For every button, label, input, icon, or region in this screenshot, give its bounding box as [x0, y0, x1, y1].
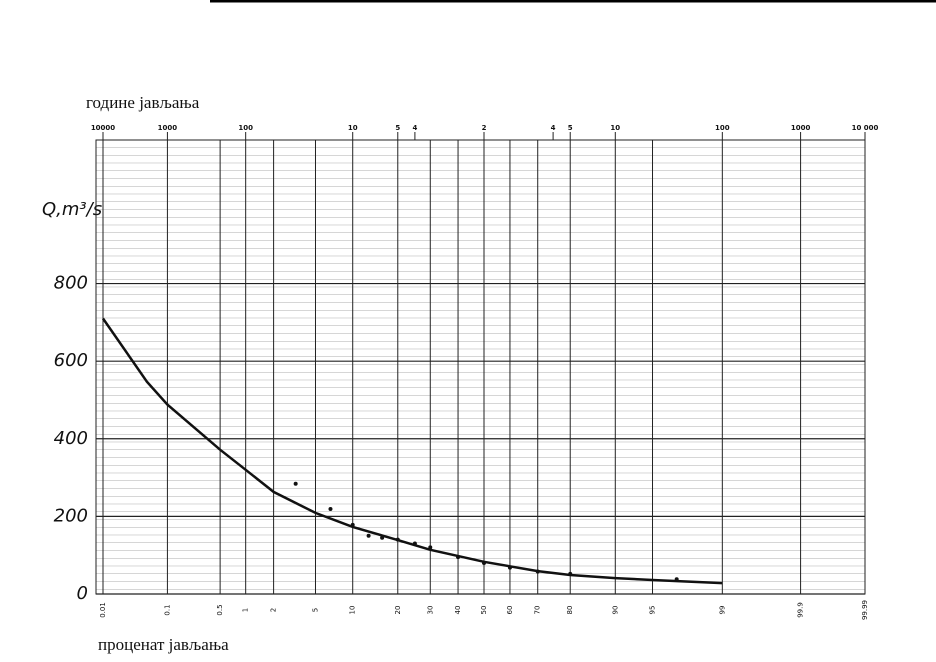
observed-point	[366, 533, 371, 538]
x2-tick-label: 10	[610, 124, 620, 132]
x-tick-label: 20	[394, 606, 402, 615]
x2-tick-label: 4	[551, 124, 556, 132]
x-tick-label: 5	[311, 608, 319, 612]
x2-tick-label: 10000	[91, 124, 115, 132]
observed-point	[456, 555, 461, 560]
x2-tick-label: 2	[482, 124, 487, 132]
x2-tick-label: 10 000	[852, 124, 879, 132]
bottom-label: проценат јављања	[98, 635, 229, 654]
x-tick-label: 70	[534, 606, 542, 615]
x-tick-label: 95	[649, 606, 657, 615]
x2-tick-label: 100	[715, 124, 730, 132]
observed-point	[328, 507, 333, 512]
x-tick-label: 40	[454, 606, 462, 615]
x2-tick-label: 1000	[791, 124, 811, 132]
y-tick-label: 600	[54, 350, 88, 371]
x-tick-label: 0.01	[99, 602, 107, 618]
x-tick-label: 50	[480, 606, 488, 615]
x-tick-label: 99.99	[861, 600, 869, 620]
x-tick-label: 90	[611, 606, 619, 615]
y-tick-label: 400	[54, 428, 88, 449]
x-tick-label: 0.5	[216, 604, 224, 615]
x2-tick-label: 5	[395, 124, 400, 132]
minor-grid	[96, 140, 865, 594]
y-tick-label: 0	[77, 583, 88, 604]
x-tick-label: 99	[718, 606, 726, 615]
x2-tick-label: 5	[568, 124, 573, 132]
observed-point	[428, 545, 433, 550]
curve	[101, 317, 723, 585]
x-tick-label: 0.1	[163, 604, 171, 615]
y-tick-label: 800	[54, 273, 88, 294]
observed-point	[412, 541, 417, 546]
x2-tick-label: 100	[238, 124, 253, 132]
observed-point	[482, 560, 486, 565]
x-tick-label: 99.9	[797, 602, 805, 618]
x-tick-label: 2	[270, 608, 278, 612]
observed-point	[395, 537, 400, 542]
observed-point	[350, 522, 355, 527]
y-tick-label: 200	[54, 505, 88, 526]
x-tick-label: 10	[349, 606, 357, 615]
x-tick-label: 30	[426, 606, 434, 615]
observed-point	[535, 569, 540, 574]
x2-tick-label: 1000	[158, 124, 178, 132]
observed-point	[293, 481, 298, 486]
observed-point	[507, 565, 512, 570]
x2-tick-label: 10	[348, 124, 358, 132]
x-tick-label: 60	[506, 606, 514, 615]
x-tick-label: 1	[242, 608, 250, 612]
top-label: године јављања	[86, 93, 200, 112]
observed-point	[380, 535, 385, 540]
observed-point	[568, 571, 573, 576]
x-tick-label: 80	[566, 606, 574, 615]
y-label: Q,m³/s	[42, 199, 102, 220]
x2-tick-label: 4	[412, 124, 417, 132]
observed-point	[674, 577, 679, 582]
